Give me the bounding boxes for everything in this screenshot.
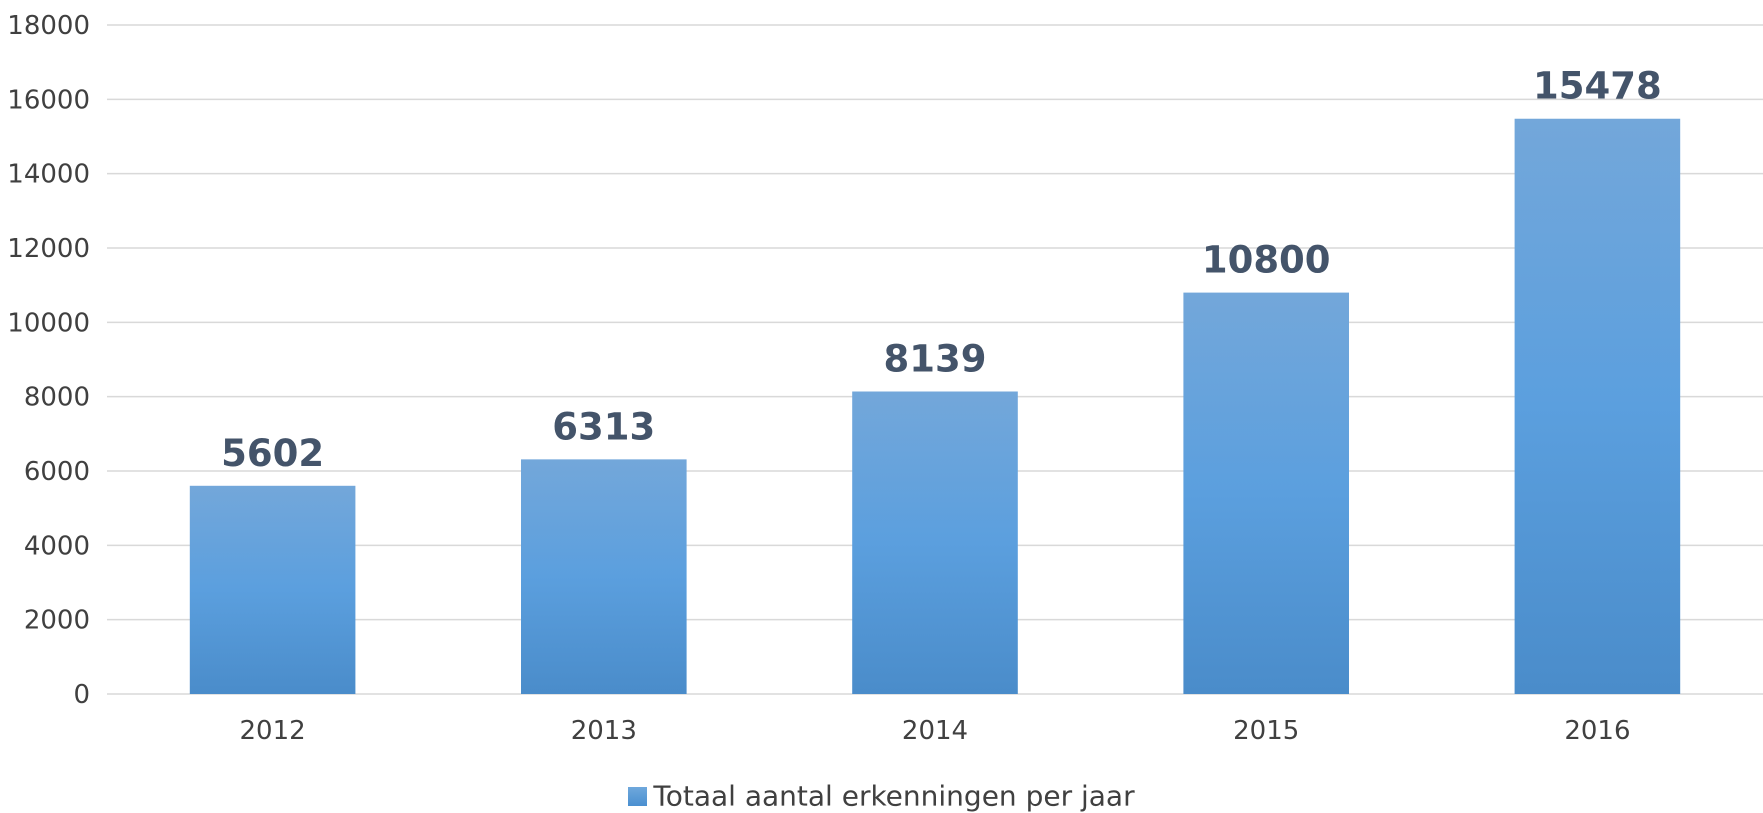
y-tick-label: 0 — [73, 680, 90, 710]
y-axis-tick-labels: 0 2000 4000 6000 8000 10000 12000 14000 16000 180… — [7, 11, 90, 710]
x-tick-label: 2016 — [1564, 716, 1630, 746]
bar-2015 — [1183, 292, 1349, 694]
y-tick-label: 4000 — [24, 531, 90, 561]
y-tick-label: 2000 — [24, 606, 90, 636]
bar-2012 — [189, 485, 356, 694]
y-tick-label: 10000 — [7, 308, 90, 338]
x-axis-tick-labels: 2012 2013 2014 2015 2016 — [240, 716, 1631, 746]
bar-2013 — [521, 459, 687, 694]
data-label-2015: 10800 — [1202, 239, 1331, 282]
x-tick-label: 2012 — [240, 716, 306, 746]
x-tick-label: 2014 — [902, 716, 968, 746]
legend: Totaal aantal erkenningen per jaar — [0, 778, 1763, 813]
y-tick-label: 16000 — [7, 85, 90, 115]
x-tick-label: 2015 — [1233, 716, 1299, 746]
bars — [189, 118, 1681, 695]
data-label-2014: 8139 — [884, 338, 987, 381]
bar-2014 — [852, 391, 1018, 694]
data-label-2013: 6313 — [552, 405, 655, 448]
y-tick-label: 6000 — [24, 457, 90, 487]
bar-chart: 0 2000 4000 6000 8000 10000 12000 14000 16000 180… — [7, 11, 1763, 746]
legend-label: Totaal aantal erkenningen per jaar — [653, 779, 1135, 813]
y-tick-label: 8000 — [24, 383, 90, 413]
y-tick-label: 12000 — [7, 234, 90, 264]
y-tick-label: 18000 — [7, 11, 90, 41]
legend-swatch — [628, 786, 648, 806]
data-label-2016: 15478 — [1533, 65, 1662, 108]
y-tick-label: 14000 — [7, 160, 90, 190]
data-labels: 5602 6313 8139 10800 15478 — [221, 65, 1662, 475]
bar-2016 — [1514, 118, 1681, 695]
x-tick-label: 2013 — [571, 716, 637, 746]
data-label-2012: 5602 — [221, 432, 324, 475]
